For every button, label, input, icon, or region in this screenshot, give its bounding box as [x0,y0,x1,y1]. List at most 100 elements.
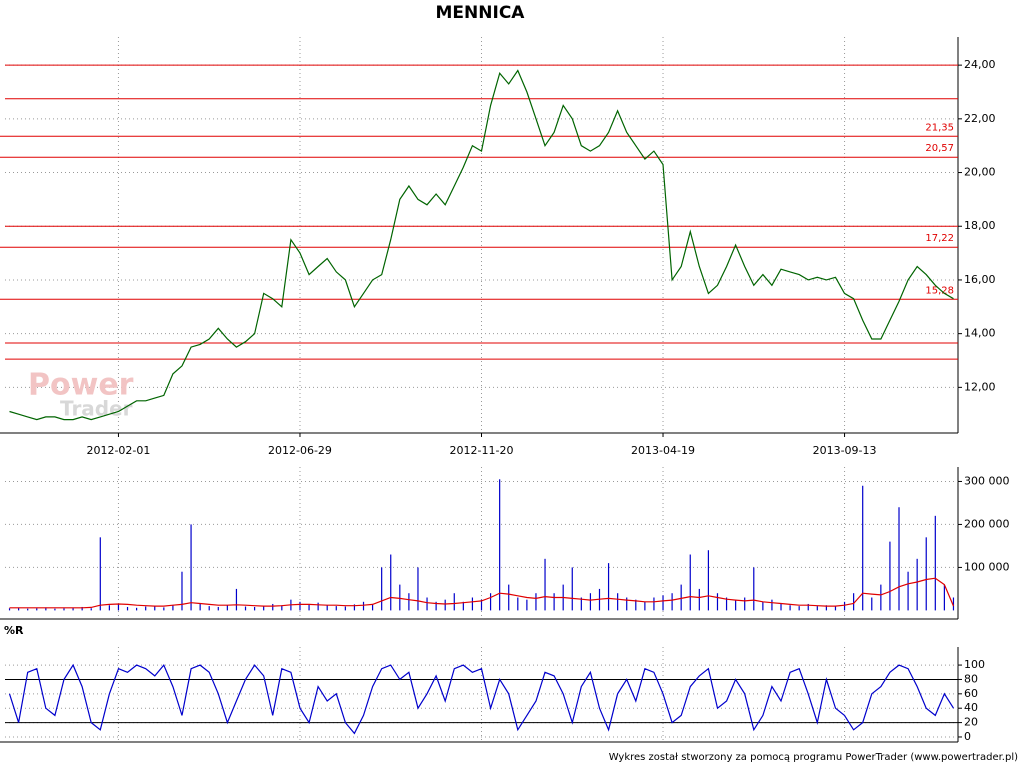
level-label: 17,22 [925,233,954,244]
volume-bar [689,554,691,611]
y-tick-label: 20,00 [964,166,996,179]
volume-bar [208,606,210,611]
volume-bar [499,479,501,611]
volume-bar [381,567,383,611]
data-line [9,577,955,609]
volume-bar [771,599,773,611]
volume-bar [617,593,619,611]
volume-bar [408,593,410,611]
y-tick-label: 200 000 [964,517,1010,530]
volume-bar [816,606,818,611]
volume-bar [880,584,882,611]
volume-bar [326,605,328,611]
volume-bar [907,571,909,611]
volume-bar [943,584,945,611]
volume-bar [181,571,183,611]
volume-bar [172,605,174,611]
level-label: 21,35 [925,122,954,133]
volume-bar [299,601,301,611]
volume-bar [607,563,610,611]
volume-bar [535,593,537,611]
volume-bar [426,597,428,611]
volume-bar [626,597,628,611]
volume-bar [217,606,219,611]
volume-bar [762,601,764,611]
chart-title: MENNICA [436,3,526,23]
volume-bar [853,593,855,611]
volume-bar [508,584,510,611]
volume-bar [344,606,346,611]
volume-bar [18,607,20,611]
volume-bar [462,601,464,611]
volume-bar [435,601,437,611]
volume-bar [753,567,755,611]
volume-bar [789,605,791,611]
volume-bar [45,607,47,611]
volume-bar [126,606,129,611]
volume-bar [680,584,682,611]
x-tick-label: 2013-04-19 [631,444,695,457]
data-line [8,663,955,735]
volume-bar [744,597,746,611]
y-tick-label: 60 [964,687,978,700]
watermark: Trader [60,397,133,421]
volume-bar [480,599,483,611]
volume-bar [517,597,519,611]
volume-bar [898,507,900,611]
volume-bar [707,550,710,611]
volume-bar [272,603,274,611]
volume-bar [526,599,528,611]
y-tick-label: 14,00 [964,327,996,340]
volume-bar [145,606,147,611]
volume-bar [553,593,555,611]
panel-title: %R [4,624,24,637]
volume-bar [399,584,401,611]
y-tick-label: 22,00 [964,112,996,125]
volume-bar [589,593,592,611]
volume-bar [362,601,365,611]
volume-bar [244,606,247,611]
volume-bar [27,608,29,611]
level-label: 20,57 [925,143,954,154]
volume-bar [226,605,228,611]
x-tick-label: 2012-02-01 [86,444,150,457]
volume-bar [163,607,165,611]
volume-bar [843,601,846,611]
y-tick-label: 100 [964,658,985,671]
volume-bar [317,602,319,611]
volume-bar [725,597,728,611]
volume-bar [253,606,256,611]
volume-bar [780,603,782,611]
volume-bar [63,608,65,611]
y-tick-label: 100 000 [964,560,1010,573]
volume-bar [889,541,891,611]
y-tick-label: 24,00 [964,58,996,71]
volume-bar [635,599,637,611]
volume-bar [807,603,809,611]
volume-bar [644,601,646,611]
volume-bar [544,558,546,611]
volume-bar [798,606,800,611]
y-tick-label: 16,00 [964,273,996,286]
volume-bar [916,558,918,611]
volume-bar [353,604,356,611]
y-tick-label: 12,00 [964,380,996,393]
volume-bar [281,605,283,611]
watermark: Power [28,368,134,403]
volume-bar [108,605,110,611]
volume-bar [671,593,673,611]
volume-bar [99,537,101,611]
volume-bar [371,603,374,611]
volume-bar [335,606,337,611]
volume-bar [54,608,56,611]
volume-bar [716,593,719,611]
volume-bar [871,597,873,611]
footer: Wykres został stworzony za pomocą progra… [609,752,1018,763]
volume-bar [662,595,664,611]
x-tick-label: 2013-09-13 [813,444,877,457]
volume-bar [571,567,573,611]
x-tick-label: 2012-11-20 [450,444,514,457]
y-tick-label: 18,00 [964,219,996,232]
volume-bar [235,588,238,611]
